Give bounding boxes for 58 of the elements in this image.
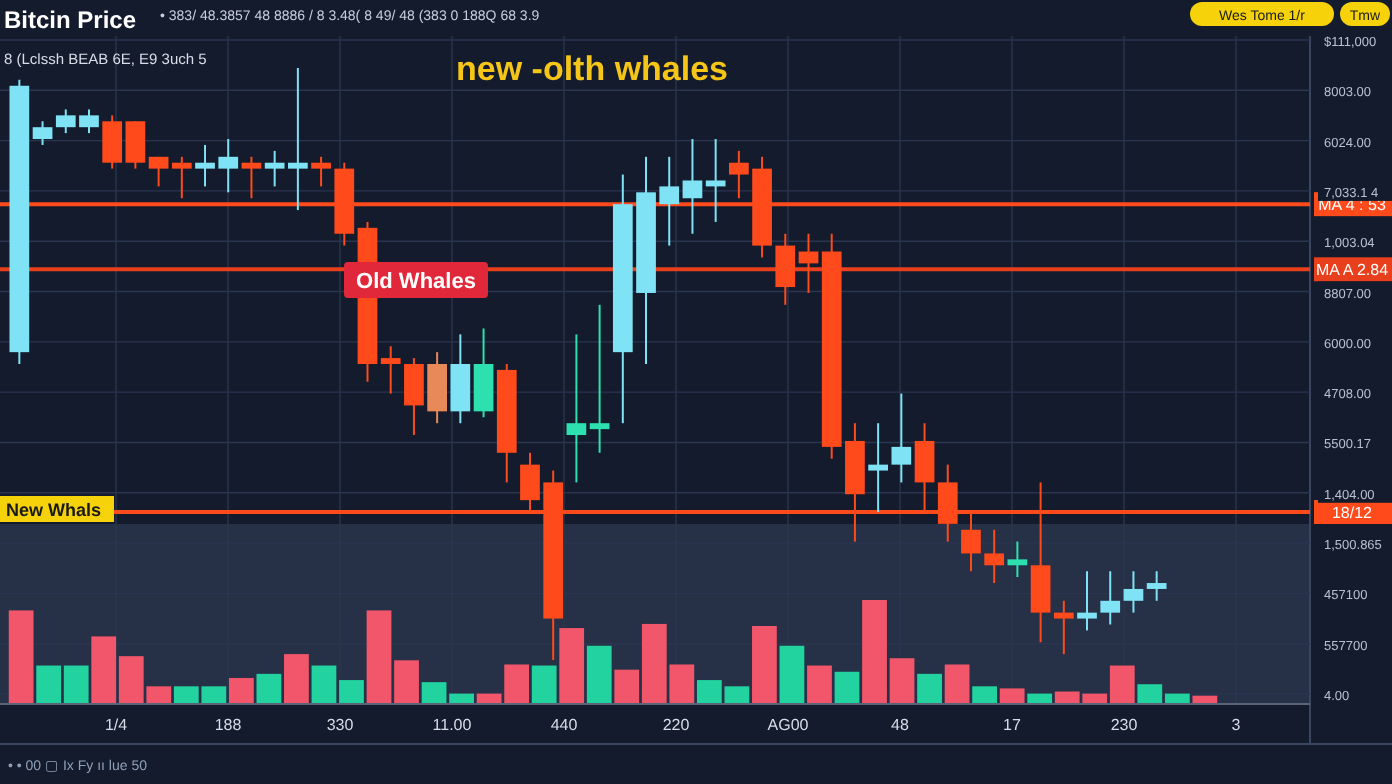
candlestick	[473, 327, 494, 419]
text: 1/4	[104, 716, 129, 734]
candlestick	[891, 392, 912, 484]
candlestick	[1100, 570, 1121, 626]
annotation: New Whals	[6, 500, 102, 520]
annotation: Old Whales	[356, 270, 476, 294]
candlestick	[1077, 570, 1097, 632]
candlestick	[311, 155, 331, 188]
bar	[917, 673, 942, 704]
candlestick	[148, 155, 169, 188]
bar	[531, 665, 557, 704]
text: 230	[1110, 716, 1139, 734]
candlestick	[1007, 540, 1028, 579]
candlestick	[705, 138, 726, 223]
bar	[834, 671, 860, 704]
candlestick	[1123, 570, 1144, 614]
bar	[944, 664, 970, 704]
text: 11.00	[432, 716, 473, 734]
candlestick	[380, 345, 401, 395]
bar	[8, 610, 34, 704]
candlestick	[1146, 570, 1167, 602]
bar	[999, 688, 1025, 704]
annotation: new -olth whales	[456, 50, 729, 88]
chart-title: Bitcin Price	[4, 6, 137, 34]
text: AG00	[767, 716, 810, 734]
candlestick	[566, 333, 587, 484]
candlestick	[102, 114, 123, 170]
text: 3	[1231, 716, 1242, 734]
text: MA A 2.84	[1315, 261, 1390, 280]
candlestick	[125, 120, 146, 170]
candlestick	[171, 155, 192, 200]
bar	[972, 686, 998, 704]
bar	[256, 673, 282, 704]
bar	[807, 665, 832, 704]
bar	[559, 628, 585, 704]
bar	[586, 645, 612, 704]
text: 17	[1003, 716, 1022, 734]
text: 18/12	[1331, 504, 1374, 522]
candlestick	[1053, 599, 1074, 656]
text: 188	[214, 716, 243, 734]
bar	[228, 678, 254, 704]
candlestick	[32, 120, 53, 146]
text: 440	[550, 716, 579, 734]
candlestick	[404, 357, 424, 437]
bar	[752, 626, 777, 704]
candlestick	[984, 528, 1005, 585]
text: 330	[326, 716, 355, 734]
candlestick	[682, 138, 703, 235]
text: 48	[891, 716, 910, 734]
candlestick	[775, 232, 796, 306]
bar	[779, 645, 805, 704]
bar	[284, 654, 309, 704]
candlestick	[241, 155, 262, 200]
candlestick	[427, 351, 447, 425]
text: 220	[662, 716, 691, 734]
candlestick	[589, 303, 610, 454]
candlestick	[450, 333, 471, 425]
candlestick	[868, 422, 888, 513]
